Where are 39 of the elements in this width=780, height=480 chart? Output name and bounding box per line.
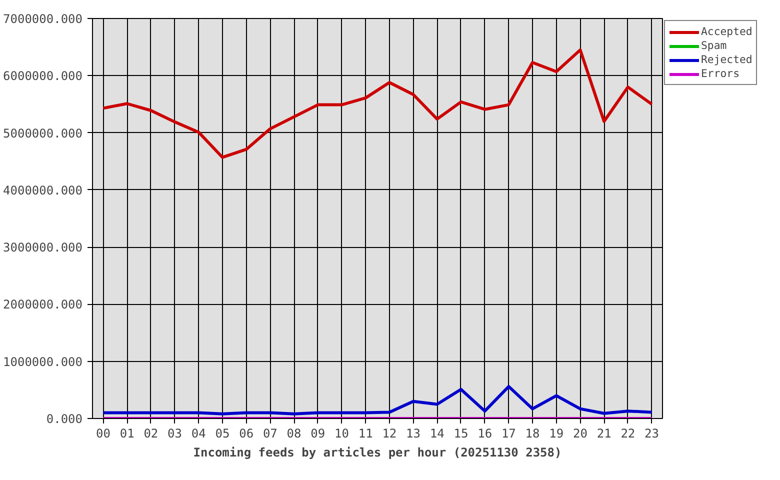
legend-label: Spam: [701, 39, 727, 52]
x-tick-label: 00: [96, 426, 110, 440]
x-axis-title: Incoming feeds by articles per hour (20251130 2358): [193, 446, 562, 460]
x-tick-label: 20: [572, 426, 588, 440]
x-tick-label: 23: [644, 426, 659, 440]
x-tick-label: 13: [406, 426, 421, 440]
x-tick-label: 12: [382, 426, 397, 440]
y-tick-label: 4000000.000: [3, 183, 83, 198]
x-tick-label: 14: [430, 426, 444, 440]
line-series: [102, 48, 654, 159]
y-tick-label: 3000000.000: [3, 240, 83, 255]
x-tick-label: 18: [525, 426, 540, 440]
x-tick-label: 15: [454, 426, 468, 440]
legend-label: Errors: [701, 67, 740, 80]
y-tick-label: 6000000.000: [3, 69, 83, 84]
x-tick-label: 01: [120, 426, 134, 440]
x-tick-label: 17: [501, 426, 516, 440]
y-tick-label: 1000000.000: [3, 354, 83, 369]
y-tick-label: 7000000.000: [3, 12, 83, 26]
y-tick-label: 2000000.000: [3, 298, 83, 312]
x-tick-label: 03: [168, 426, 182, 440]
x-tick-label: 19: [549, 426, 564, 440]
x-tick-label: 07: [262, 426, 278, 440]
y-tick-label: 5000000.000: [3, 126, 83, 140]
x-tick-label: 04: [191, 426, 206, 440]
x-tick-label: 05: [215, 426, 230, 440]
x-tick-label: 22: [620, 426, 636, 440]
y-tick-label: 0.000: [46, 412, 82, 426]
x-tick-label: 10: [334, 426, 349, 440]
x-tick-label: 21: [596, 426, 612, 440]
x-tick-label: 08: [286, 426, 302, 440]
line-series: [102, 385, 654, 416]
x-tick-label: 11: [358, 426, 373, 440]
x-tick-label: 16: [478, 426, 492, 440]
legend-label: Accepted: [701, 25, 752, 38]
x-tick-label: 09: [310, 426, 326, 440]
x-tick-label: 02: [144, 426, 158, 440]
x-tick-label: 06: [239, 426, 254, 440]
legend-label: Rejected: [701, 53, 752, 66]
